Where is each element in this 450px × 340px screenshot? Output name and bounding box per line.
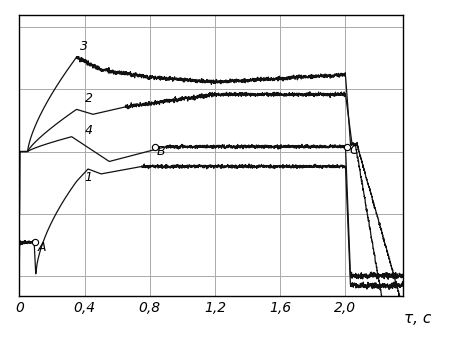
Text: C: C [350, 144, 358, 157]
Text: 4: 4 [85, 124, 93, 137]
Text: A: A [37, 241, 46, 254]
Text: 3: 3 [80, 40, 88, 53]
Text: 2: 2 [85, 92, 93, 105]
X-axis label: τ, с: τ, с [404, 311, 432, 326]
Text: 1: 1 [85, 171, 93, 184]
Text: B: B [157, 145, 165, 158]
